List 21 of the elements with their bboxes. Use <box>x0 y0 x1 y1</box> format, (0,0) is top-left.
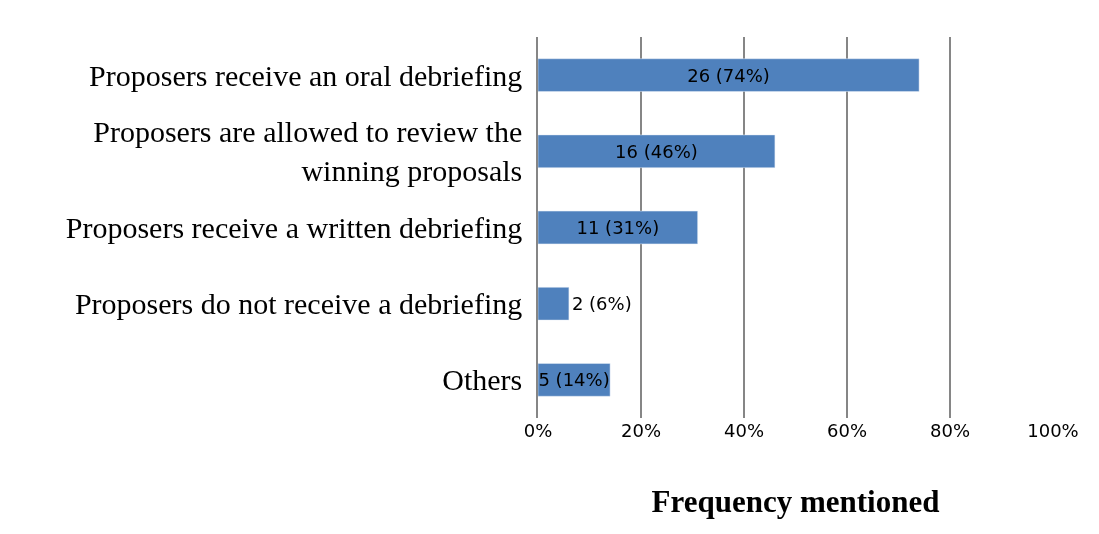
x-tick-label: 60% <box>826 420 868 441</box>
x-tick-label: 20% <box>620 420 662 441</box>
x-axis-title: Frequency mentioned <box>651 484 940 520</box>
x-tick-label: 80% <box>929 420 971 441</box>
data-label: 26 (74%) <box>687 64 770 86</box>
x-tick-label: 0% <box>523 420 553 441</box>
y-tick-label: Others <box>442 363 523 397</box>
y-tick-label: Proposers are allowed to review the winning proposals <box>93 115 523 188</box>
x-tick-label: 40% <box>723 420 765 441</box>
data-label: 5 (14%) <box>538 369 610 391</box>
y-tick-label: Proposers receive an oral debriefing <box>89 58 523 92</box>
y-tick-label: Proposers do not receive a debriefing <box>74 287 523 321</box>
data-label: 11 (31%) <box>576 217 660 238</box>
data-label: 2 (6%) <box>571 293 632 315</box>
bar <box>538 134 776 168</box>
y-tick-label: Proposers receive a written debriefing <box>65 211 523 244</box>
bar <box>538 287 570 321</box>
bar <box>538 58 920 92</box>
data-label: 16 (46%) <box>615 140 698 162</box>
x-tick-label: 100% <box>1027 420 1079 441</box>
bar <box>538 210 698 245</box>
